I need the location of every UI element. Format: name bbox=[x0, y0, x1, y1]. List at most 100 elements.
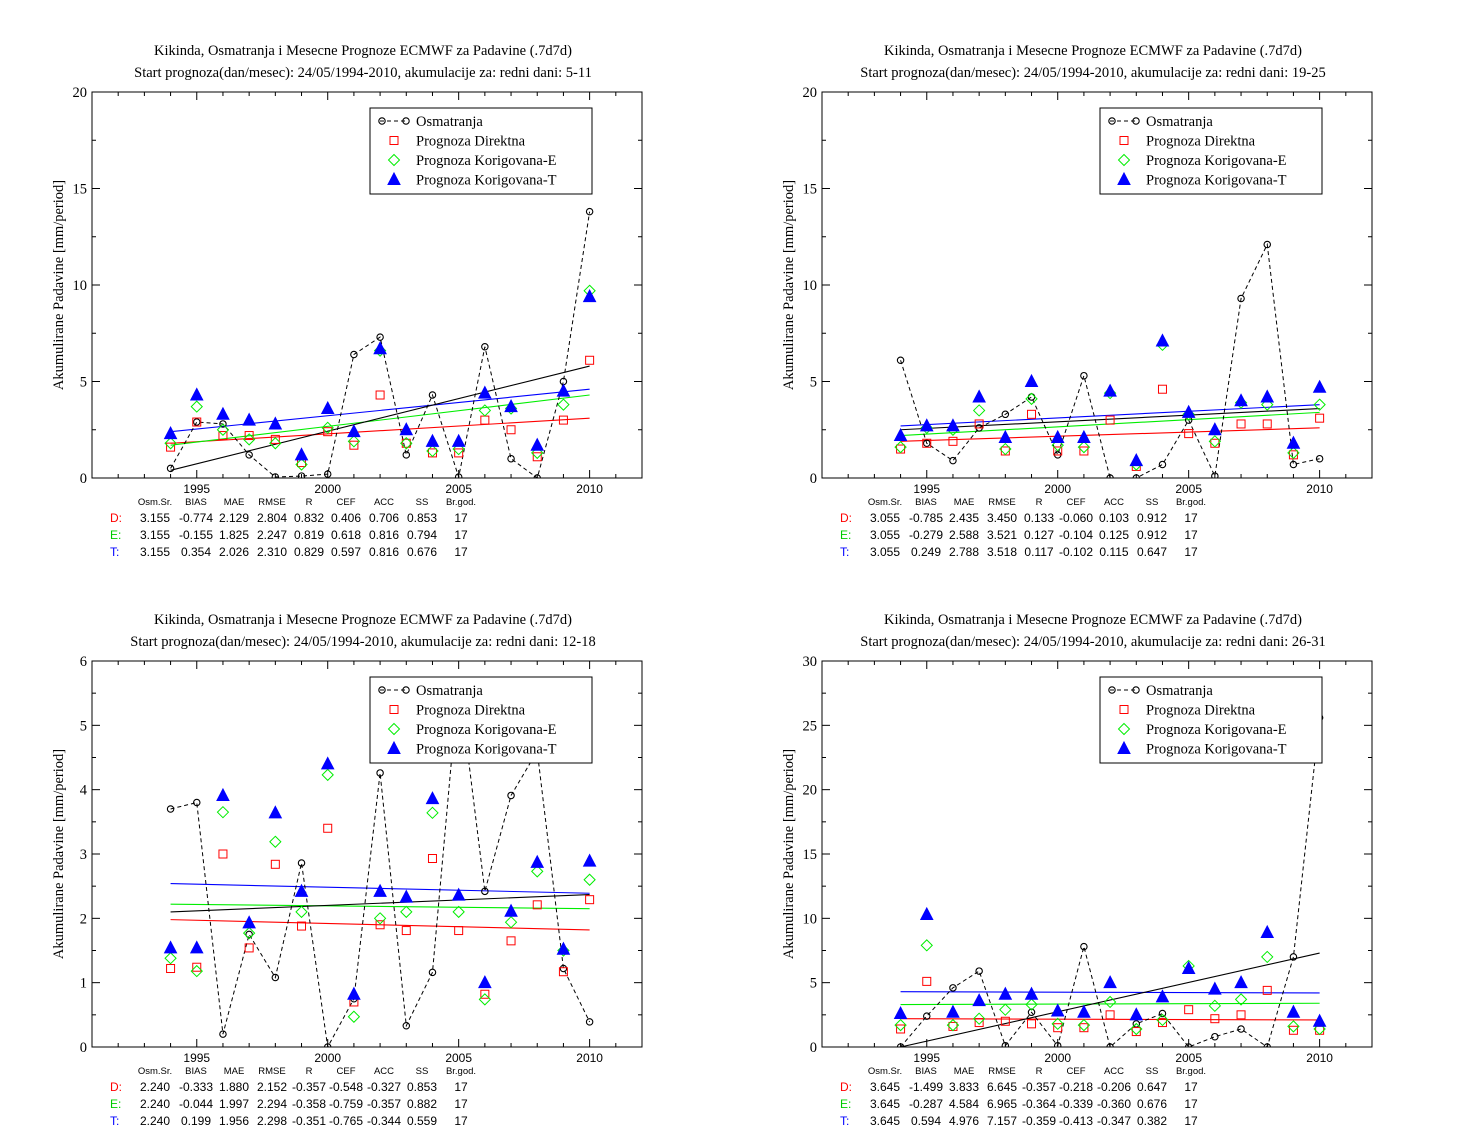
x-tick-label: 2000 bbox=[314, 482, 341, 496]
data-point bbox=[1263, 1043, 1271, 1047]
stats-value: -0.044 bbox=[179, 1097, 213, 1111]
stats-value: 0.382 bbox=[1137, 1114, 1167, 1128]
data-point bbox=[295, 905, 308, 919]
data-point bbox=[1053, 446, 1063, 456]
stats-value: 0.819 bbox=[294, 528, 324, 542]
y-tick-label: 20 bbox=[803, 85, 818, 101]
data-point bbox=[425, 791, 440, 805]
x-tick-label: 1995 bbox=[183, 482, 210, 496]
osmatranja-line bbox=[900, 242, 1320, 478]
legend-label: Prognoza Korigovana-E bbox=[416, 722, 557, 738]
legend-marker bbox=[389, 705, 399, 714]
stats-header: ACC bbox=[1104, 1066, 1124, 1077]
chart-title: Kikinda, Osmatranja i Mesecne Prognoze E… bbox=[154, 612, 572, 628]
stats-value: 1.880 bbox=[219, 1080, 249, 1094]
x-tick-label: 2000 bbox=[314, 1051, 341, 1065]
y-tick-label: 6 bbox=[80, 654, 87, 670]
stats-header: ACC bbox=[374, 1066, 394, 1077]
stats-value: 3.833 bbox=[949, 1080, 979, 1094]
stats-header: R bbox=[1036, 497, 1043, 508]
stats-value: 2.298 bbox=[257, 1114, 287, 1128]
y-tick-label: 20 bbox=[803, 783, 818, 799]
stats-value: 2.435 bbox=[949, 511, 979, 525]
stats-value: 0.354 bbox=[181, 545, 211, 559]
data-point bbox=[323, 823, 333, 833]
stats-header: ACC bbox=[1104, 497, 1124, 508]
y-tick-label: 5 bbox=[80, 718, 87, 734]
data-point bbox=[401, 926, 411, 936]
data-point bbox=[1158, 1009, 1167, 1018]
y-tick-label: 10 bbox=[73, 278, 88, 294]
trendline-prognoza-direktna bbox=[900, 427, 1320, 442]
data-point bbox=[531, 865, 544, 878]
chart-title: Kikinda, Osmatranja i Mesecne Prognoze E… bbox=[154, 43, 572, 59]
stats-value: 17 bbox=[1184, 1114, 1198, 1128]
stats-header: Osm.Sr. bbox=[138, 1066, 172, 1077]
data-point bbox=[1287, 446, 1300, 460]
legend-marker bbox=[1117, 171, 1131, 185]
data-point bbox=[1025, 392, 1038, 406]
stats-value: 0.816 bbox=[369, 545, 399, 559]
stats-value: 0.125 bbox=[1099, 528, 1129, 542]
trendline-prognoza-korigovana-e bbox=[170, 394, 590, 446]
data-point bbox=[1288, 1025, 1298, 1035]
stats-value: 1.956 bbox=[219, 1114, 249, 1128]
y-tick-label: 20 bbox=[73, 85, 88, 101]
stats-value: 0.882 bbox=[407, 1097, 437, 1111]
data-point bbox=[427, 448, 437, 458]
data-point bbox=[452, 905, 465, 919]
chart-subtitle: Start prognoza(dan/mesec): 24/05/1994-20… bbox=[134, 65, 592, 81]
legend-marker bbox=[1119, 136, 1129, 145]
data-point bbox=[972, 1012, 986, 1025]
data-point bbox=[1105, 415, 1115, 425]
stats-value: 2.240 bbox=[140, 1114, 170, 1128]
data-point bbox=[323, 470, 332, 478]
stats-value: 2.152 bbox=[257, 1080, 287, 1094]
stats-value: 3.055 bbox=[870, 511, 900, 525]
data-point bbox=[1286, 435, 1301, 449]
stats-value: -0.344 bbox=[367, 1114, 401, 1128]
data-point bbox=[270, 434, 280, 444]
stats-value: -0.333 bbox=[179, 1080, 213, 1094]
legend-label: Prognoza Direktna bbox=[1146, 703, 1256, 719]
series-3-markers bbox=[164, 768, 596, 1023]
data-point bbox=[583, 873, 596, 886]
data-point bbox=[347, 435, 361, 448]
data-point bbox=[1237, 1025, 1245, 1033]
data-point bbox=[1027, 393, 1036, 401]
stats-value: -0.102 bbox=[1059, 545, 1093, 559]
data-point bbox=[218, 849, 228, 859]
stats-header: SS bbox=[1146, 1066, 1159, 1077]
data-point bbox=[1234, 993, 1248, 1006]
stats-value: 0.676 bbox=[407, 545, 437, 559]
data-point bbox=[244, 943, 254, 953]
data-point bbox=[166, 442, 176, 452]
data-point bbox=[507, 454, 515, 463]
data-point bbox=[920, 939, 933, 952]
y-tick-label: 0 bbox=[80, 1040, 87, 1056]
y-axis-label: Akumulirane Padavine [mm/period] bbox=[781, 749, 797, 959]
legend-label: Osmatranja bbox=[416, 114, 483, 130]
y-tick-label: 10 bbox=[803, 911, 818, 927]
data-point bbox=[1129, 1007, 1144, 1021]
data-point bbox=[949, 984, 957, 992]
data-point bbox=[893, 1005, 908, 1020]
series-2-markers bbox=[166, 823, 595, 1007]
data-point bbox=[585, 1018, 594, 1026]
data-point bbox=[192, 417, 202, 427]
data-point bbox=[347, 424, 361, 438]
stats-header: Br.god. bbox=[446, 497, 476, 508]
data-point bbox=[426, 806, 439, 820]
data-point bbox=[350, 350, 358, 359]
legend-label: Prognoza Korigovana-T bbox=[1146, 173, 1287, 189]
data-point bbox=[582, 288, 597, 303]
data-point bbox=[219, 1030, 227, 1038]
data-point bbox=[1129, 453, 1144, 467]
data-point bbox=[1106, 474, 1114, 478]
data-point bbox=[1288, 450, 1298, 460]
stats-value: 0.829 bbox=[294, 545, 324, 559]
data-point bbox=[320, 400, 335, 415]
data-point bbox=[373, 341, 387, 355]
stats-value: -0.358 bbox=[292, 1097, 326, 1111]
y-tick-label: 10 bbox=[803, 278, 818, 294]
